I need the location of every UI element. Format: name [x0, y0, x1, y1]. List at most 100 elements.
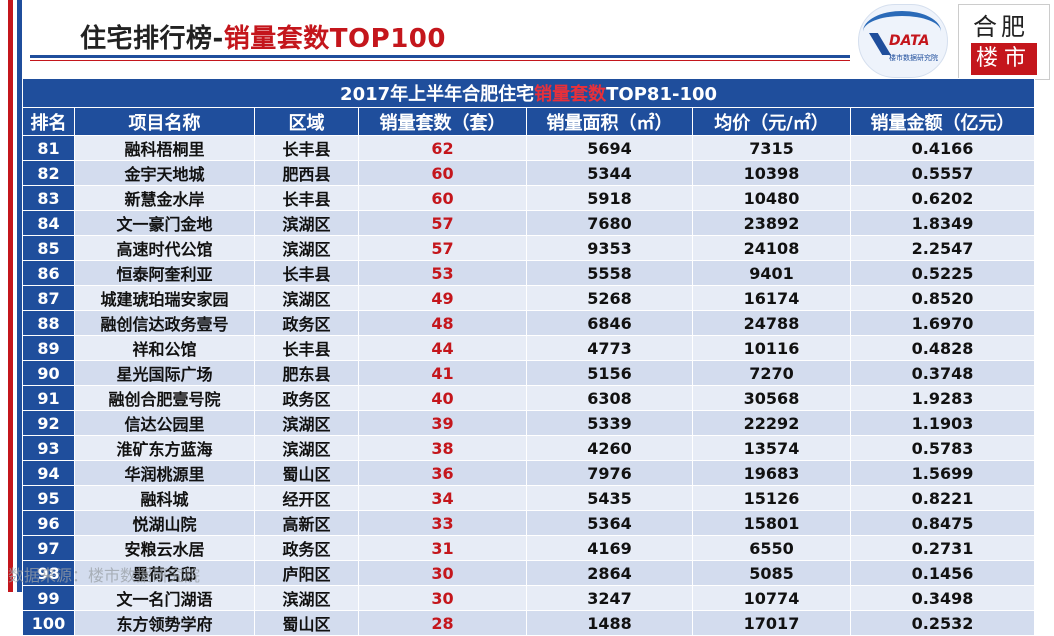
- table-row: 89 祥和公馆 长丰县 44 4773 10116 0.4828: [22, 335, 1036, 361]
- cell-rank: 95: [22, 485, 75, 511]
- cell-units: 34: [358, 485, 527, 511]
- cell-units: 40: [358, 385, 527, 411]
- cell-units: 28: [358, 610, 527, 636]
- cell-units: 57: [358, 210, 527, 236]
- accent-red-bar: [8, 0, 13, 592]
- header-divider: [30, 55, 850, 58]
- cell-price: 10116: [692, 335, 851, 361]
- cell-rank: 81: [22, 135, 75, 161]
- cell-area: 滨湖区: [254, 285, 359, 311]
- table-row: 87 城建琥珀瑞安家园 滨湖区 49 5268 16174 0.8520: [22, 285, 1036, 311]
- cell-price: 24788: [692, 310, 851, 336]
- cell-area: 经开区: [254, 485, 359, 511]
- cell-sqm: 5156: [526, 360, 693, 386]
- cell-name: 高速时代公馆: [74, 235, 255, 261]
- cell-name: 文一名门湖语: [74, 585, 255, 611]
- cell-name: 文一豪门金地: [74, 210, 255, 236]
- cell-name: 融科城: [74, 485, 255, 511]
- cell-rank: 86: [22, 260, 75, 286]
- cell-units: 38: [358, 435, 527, 461]
- title-highlight: 销量套数TOP100: [223, 24, 446, 54]
- cell-units: 41: [358, 360, 527, 386]
- cell-rank: 98: [22, 560, 75, 586]
- cell-units: 53: [358, 260, 527, 286]
- cell-amount: 0.4828: [849, 335, 1036, 361]
- cell-area: 蜀山区: [254, 610, 359, 636]
- cell-name: 淮矿东方蓝海: [74, 435, 255, 461]
- cell-amount: 0.2532: [849, 610, 1036, 636]
- cell-rank: 82: [22, 160, 75, 186]
- cell-units: 39: [358, 410, 527, 436]
- cell-amount: 2.2547: [849, 235, 1036, 261]
- cell-price: 5085: [692, 560, 851, 586]
- cell-amount: 0.2731: [849, 535, 1036, 561]
- cell-area: 政务区: [254, 310, 359, 336]
- cell-rank: 93: [22, 435, 75, 461]
- cell-sqm: 7976: [526, 460, 693, 486]
- cell-units: 48: [358, 310, 527, 336]
- cell-rank: 97: [22, 535, 75, 561]
- table-row: 93 淮矿东方蓝海 滨湖区 38 4260 13574 0.5783: [22, 435, 1036, 461]
- cell-amount: 0.8221: [849, 485, 1036, 511]
- cell-amount: 0.5225: [849, 260, 1036, 286]
- left-accent-bars: [0, 0, 30, 592]
- cell-rank: 85: [22, 235, 75, 261]
- cell-units: 44: [358, 335, 527, 361]
- cell-sqm: 5339: [526, 410, 693, 436]
- cell-price: 6550: [692, 535, 851, 561]
- table-header-row: 排名 项目名称 区域 销量套数（套） 销量面积（㎡） 均价（元/㎡） 销量金额（…: [22, 107, 1036, 136]
- cell-price: 7270: [692, 360, 851, 386]
- cell-amount: 1.5699: [849, 460, 1036, 486]
- watermark: 数据来源：楼市数据研究院: [8, 566, 201, 585]
- cell-price: 15801: [692, 510, 851, 536]
- cell-name: 祥和公馆: [74, 335, 255, 361]
- cell-sqm: 9353: [526, 235, 693, 261]
- cell-price: 7315: [692, 135, 851, 161]
- col-header-price: 均价（元/㎡）: [692, 107, 851, 136]
- cell-sqm: 5918: [526, 185, 693, 211]
- cell-area: 庐阳区: [254, 560, 359, 586]
- cell-rank: 90: [22, 360, 75, 386]
- col-header-sqm: 销量面积（㎡）: [526, 107, 693, 136]
- cell-sqm: 5435: [526, 485, 693, 511]
- cell-units: 60: [358, 185, 527, 211]
- cell-sqm: 5268: [526, 285, 693, 311]
- cell-sqm: 2864: [526, 560, 693, 586]
- col-header-rank: 排名: [22, 107, 75, 136]
- title-main: 住宅排行榜-: [80, 24, 224, 54]
- table-row: 91 融创合肥壹号院 政务区 40 6308 30568 1.9283: [22, 385, 1036, 411]
- cell-name: 恒泰阿奎利亚: [74, 260, 255, 286]
- cell-area: 高新区: [254, 510, 359, 536]
- table-row: 90 星光国际广场 肥东县 41 5156 7270 0.3748: [22, 360, 1036, 386]
- cell-sqm: 3247: [526, 585, 693, 611]
- cell-units: 36: [358, 460, 527, 486]
- cell-units: 30: [358, 560, 527, 586]
- cell-rank: 87: [22, 285, 75, 311]
- data-logo-subtitle: 楼市数据研究院: [889, 54, 938, 62]
- cell-price: 10774: [692, 585, 851, 611]
- table-row: 96 悦湖山院 高新区 33 5364 15801 0.8475: [22, 510, 1036, 536]
- logo-hf-bottom: 楼市: [971, 43, 1037, 75]
- cell-name: 悦湖山院: [74, 510, 255, 536]
- cell-amount: 1.9283: [849, 385, 1036, 411]
- data-logo: DATA 楼市数据研究院: [858, 4, 948, 78]
- cell-price: 23892: [692, 210, 851, 236]
- accent-blue-bar: [17, 0, 22, 592]
- col-header-units: 销量套数（套）: [358, 107, 527, 136]
- cell-price: 13574: [692, 435, 851, 461]
- data-logo-text: DATA: [889, 33, 930, 49]
- cell-sqm: 4169: [526, 535, 693, 561]
- cell-rank: 91: [22, 385, 75, 411]
- cell-rank: 89: [22, 335, 75, 361]
- cell-name: 融创信达政务壹号: [74, 310, 255, 336]
- cell-area: 滨湖区: [254, 210, 359, 236]
- cell-rank: 96: [22, 510, 75, 536]
- cell-amount: 0.5557: [849, 160, 1036, 186]
- cell-area: 肥东县: [254, 360, 359, 386]
- cell-sqm: 5694: [526, 135, 693, 161]
- cell-amount: 0.1456: [849, 560, 1036, 586]
- cell-amount: 0.6202: [849, 185, 1036, 211]
- ranking-table: 2017年上半年合肥住宅销量套数TOP81-100 排名 项目名称 区域 销量套…: [21, 78, 1036, 636]
- table-row: 88 融创信达政务壹号 政务区 48 6846 24788 1.6970: [22, 310, 1036, 336]
- table-caption-row: 2017年上半年合肥住宅销量套数TOP81-100: [21, 78, 1036, 108]
